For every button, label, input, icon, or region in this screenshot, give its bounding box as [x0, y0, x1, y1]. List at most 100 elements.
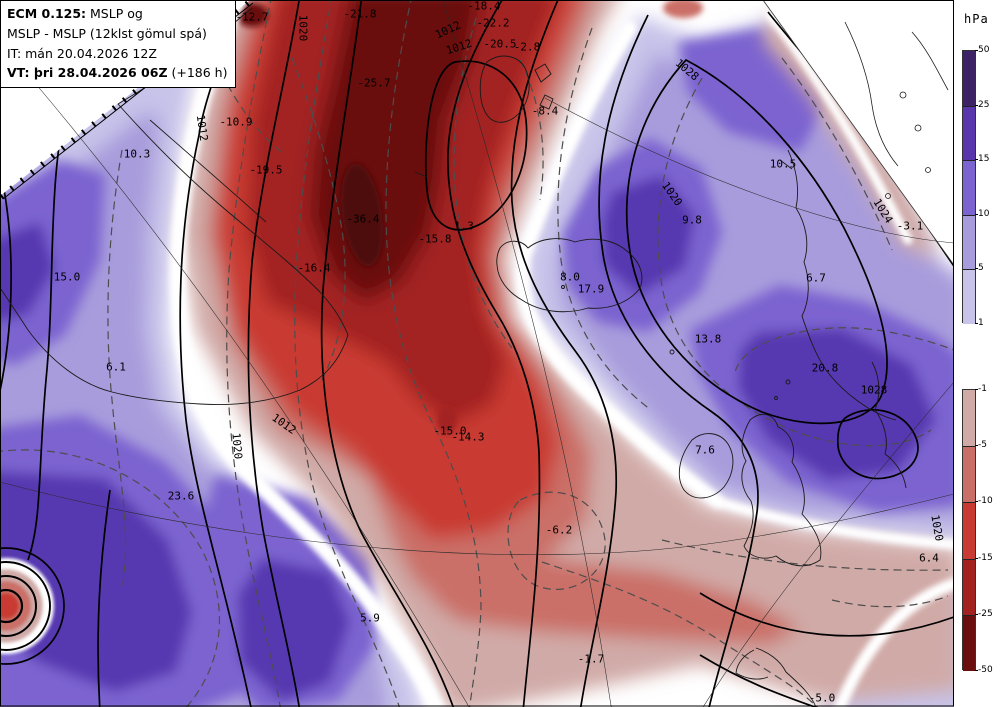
- colorbar-tickmark: [975, 104, 978, 106]
- colorbar-tick-label: -25: [978, 608, 993, 619]
- colorbar-panel: hPa 50 25 15 10 5 1 -1 -5 -10 -15 -25 -50: [954, 0, 1000, 707]
- zero-band: [169, 0, 954, 707]
- isobar-label: 1012: [193, 113, 211, 143]
- map-value-label: -20.5: [483, 37, 517, 51]
- colorbar-tickmark: [975, 159, 978, 161]
- colorbar-tickmark: [975, 213, 978, 215]
- colorbar-tickmark: [975, 445, 978, 447]
- map-value-label: -2.8: [513, 40, 541, 54]
- legend-line-inittime: IT: mán 20.04.2026 12Z: [7, 45, 157, 61]
- map-value-label: 7.6: [695, 443, 715, 457]
- legend-line-field: MSLP - MSLP (12klst gömul spá): [7, 25, 207, 41]
- isobar-label: 1020: [296, 14, 310, 42]
- isobar-label: 1020: [659, 179, 685, 209]
- map-value-label: 9.8: [682, 213, 702, 227]
- map-value-label: 6.4: [919, 551, 939, 565]
- map-value-label: 5.9: [360, 611, 380, 625]
- colorbar-tick-label: 15: [978, 154, 990, 165]
- colorbar-tick-label: -1: [978, 384, 987, 394]
- map-value-label: 13.8: [694, 332, 722, 346]
- map-value-label: -36.4: [346, 212, 380, 226]
- colorbar-segment: [963, 269, 975, 324]
- colorbar-segment: [963, 558, 975, 615]
- colorbar-segment: [963, 502, 975, 559]
- legend-line-validtime: VT: þri 28.04.2026 06Z (+186 h): [7, 65, 228, 81]
- colorbar-tick-label: 50: [978, 45, 990, 55]
- isobar-label: 1012: [433, 18, 463, 42]
- map-value-label: 23.6: [167, 489, 195, 503]
- colorbar-tickmark: [975, 268, 978, 270]
- field-positive-cores: [0, 28, 954, 707]
- map-value-label: -22.2: [476, 16, 510, 30]
- map-value-label: -15.0: [433, 424, 467, 438]
- colorbar-tick-label: -10: [978, 496, 993, 507]
- colorbar-segment: [963, 51, 975, 106]
- map-labels-layer: -12.7 -21.8 -18.4 -22.2 -20.5 -2.8 -25.7 -8.4 -1…: [54, 0, 946, 705]
- colorbar-negative: [962, 389, 976, 671]
- map-value-label: -19.5: [249, 163, 283, 177]
- map-value-label: 6.7: [806, 271, 826, 285]
- colorbar-tick-label: -15: [978, 552, 993, 563]
- map-value-label: -6.2: [545, 523, 573, 537]
- contours-solid: [0, 0, 954, 707]
- map-value-label: 1.3: [454, 219, 474, 233]
- map-value-label: -1.7: [577, 652, 605, 666]
- colorbar-tickmark: [975, 50, 978, 51]
- isobar-label: 1028: [860, 383, 888, 397]
- map-value-label: -16.4: [297, 261, 331, 275]
- colorbar-tick-label: -5: [978, 440, 987, 451]
- coastlines: [0, 7, 907, 707]
- colorbar-segment: [963, 214, 975, 270]
- colorbar-segment: [963, 105, 975, 161]
- isobar-label: 1024: [870, 196, 896, 226]
- contours-dashed: [0, 0, 954, 707]
- colorbar-tickmark: [975, 389, 978, 390]
- colorbar-tick-label: 5: [978, 263, 984, 274]
- map-value-label: -12.7: [235, 10, 269, 24]
- map-border: [0, 0, 954, 707]
- isobar-label: 1020: [928, 513, 946, 543]
- colorbar-tickmark: [975, 613, 978, 615]
- map-value-label: -14.3: [451, 430, 485, 444]
- legend-line-model: ECM 0.125: MSLP og: [7, 6, 143, 21]
- map-value-label: -18.4: [467, 0, 501, 13]
- map-value-label: -3.1: [896, 219, 924, 233]
- colorbar-segment: [963, 446, 975, 503]
- graticule: [0, 0, 954, 707]
- field-negative-small: [236, 0, 703, 434]
- isobar-label: 1012: [269, 411, 299, 437]
- colorbar-positive: [962, 50, 976, 324]
- map-value-label: -25.7: [357, 76, 391, 90]
- map-value-label: 17.9: [577, 282, 605, 296]
- colorbar-unit-label: hPa: [964, 12, 989, 26]
- colorbar-tick-label: -50: [978, 665, 993, 675]
- map-value-label: 10.3: [123, 147, 151, 161]
- map-value-label: -8.4: [531, 104, 559, 118]
- colorbar-tick-label: 1: [978, 318, 984, 328]
- colorbar-tickmark: [975, 501, 978, 503]
- colorbar-tickmark: [975, 323, 978, 324]
- map-value-label: -10.9: [219, 115, 253, 129]
- colorbar-tick-label: 25: [978, 99, 990, 110]
- map-graphics: [0, 0, 954, 707]
- map-value-label: 6.1: [106, 360, 126, 374]
- colorbar-tickmark: [975, 670, 978, 671]
- isobar-label: 1020: [229, 432, 245, 460]
- colorbar-segment: [963, 160, 975, 215]
- colorbar-tickmark: [975, 557, 978, 559]
- colorbar-tick-label: 10: [978, 208, 990, 219]
- mslp-difference-map: -12.7 -21.8 -18.4 -22.2 -20.5 -2.8 -25.7 -8.4 -1…: [0, 0, 954, 707]
- map-value-label: 8.0: [560, 270, 580, 284]
- map-value-label: -21.8: [343, 7, 377, 21]
- map-value-label: -15.8: [418, 232, 452, 246]
- isobar-label: 1012: [444, 36, 474, 58]
- map-value-label: -5.0: [808, 691, 836, 705]
- colorbar-segment: [963, 614, 975, 671]
- field-negative-base: [181, 0, 954, 707]
- isobar-label: 1028: [672, 56, 702, 84]
- colorbar-segment: [963, 390, 975, 447]
- map-value-label: 10.5: [769, 157, 797, 171]
- map-value-label: 20.8: [811, 361, 839, 375]
- forecast-info-box: ECM 0.125: MSLP og MSLP - MSLP (12klst g…: [0, 0, 237, 88]
